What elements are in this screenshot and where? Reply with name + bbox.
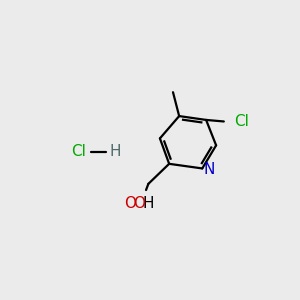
Text: O: O	[133, 196, 145, 211]
Text: H: H	[110, 144, 122, 159]
Text: H: H	[142, 196, 154, 211]
Text: N: N	[204, 162, 215, 177]
Text: Cl: Cl	[235, 114, 250, 129]
Text: O: O	[124, 196, 136, 211]
Text: Cl: Cl	[71, 144, 86, 159]
